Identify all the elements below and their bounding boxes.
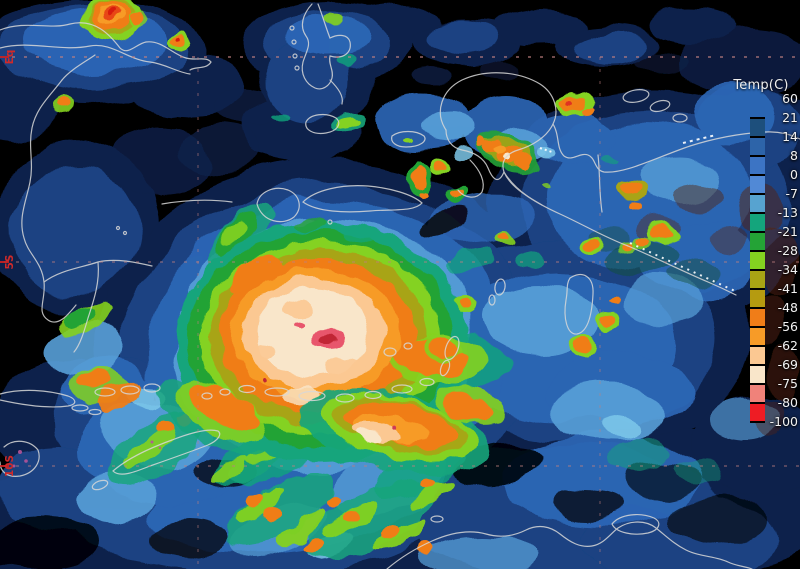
south-convective-band [301, 335, 506, 475]
legend-tick-label: -34 [777, 262, 798, 277]
legend-tick-label: -41 [777, 281, 798, 296]
legend-color-cell [750, 157, 765, 176]
legend-tick-label: 0 [790, 167, 798, 182]
convection-layer [52, 0, 724, 559]
latitude-label-10s: 10S [4, 454, 16, 478]
land-hotspot-specks [12, 440, 162, 468]
legend-color-cell [750, 233, 765, 252]
legend-color-cell [750, 271, 765, 290]
gridlines-layer [0, 56, 800, 569]
legend-color-cell [750, 290, 765, 309]
legend-tick-label: 8 [790, 148, 798, 163]
legend-tick-label: -48 [777, 300, 798, 315]
legend-color-cell [750, 347, 765, 366]
legend-colorbar [750, 117, 765, 423]
legend-color-cell [750, 176, 765, 195]
legend-tick-label: 21 [782, 110, 798, 125]
legend-color-cell [750, 138, 765, 157]
legend-tick-label: -75 [777, 376, 798, 391]
legend-color-cell [750, 385, 765, 404]
legend-color-cell [750, 309, 765, 328]
legend-color-cell [750, 366, 765, 385]
legend-color-cell [750, 328, 765, 347]
legend-tick-label: -100 [769, 414, 798, 429]
legend-color-cell [750, 252, 765, 271]
legend-color-cell [750, 214, 765, 233]
legend-tick-label: -80 [777, 395, 798, 410]
legend-tick-label: -28 [777, 243, 798, 258]
latitude-label-eq: Eq [4, 49, 16, 65]
legend-tick-label: -21 [777, 224, 798, 239]
legend-tick-label: -7 [785, 186, 798, 201]
scattered-convective-cells [52, 0, 680, 356]
legend-color-cell [750, 119, 765, 138]
legend-tick-label: -13 [777, 205, 798, 220]
legend-color-cell [750, 404, 765, 423]
legend-title: Temp(C) [733, 78, 789, 93]
white-speck-details [539, 134, 736, 292]
legend-tick-label: -56 [777, 319, 798, 334]
legend-tick-label: -62 [777, 338, 798, 353]
legend-tick-label: 60 [782, 91, 798, 106]
legend-color-cell [750, 195, 765, 214]
latitude-label-5s: 5S [4, 254, 16, 270]
legend-tick-label: -69 [777, 357, 798, 372]
legend-tick-label: 14 [782, 129, 798, 144]
coastlines-layer [0, 3, 800, 569]
